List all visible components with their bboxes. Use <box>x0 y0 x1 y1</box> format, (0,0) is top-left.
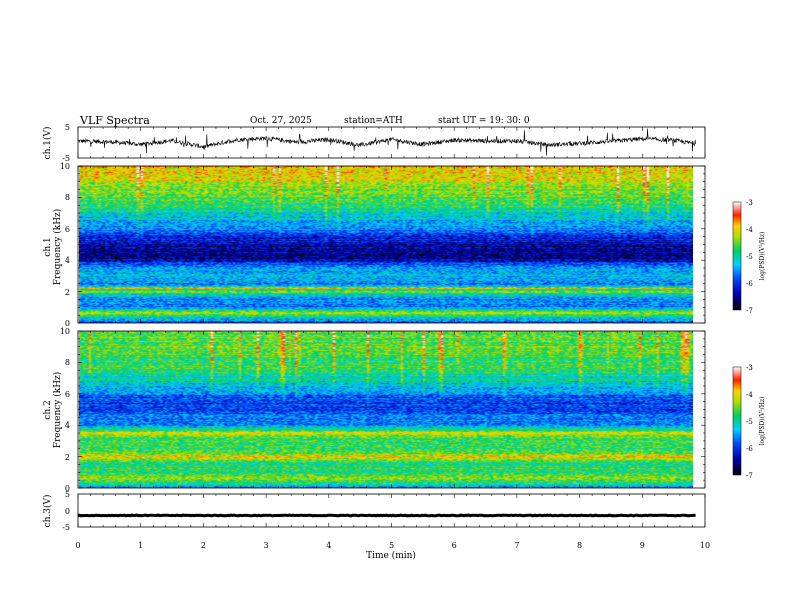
ch2-ytick-4: 4 <box>65 421 70 430</box>
x-tick-label-4: 4 <box>326 541 331 550</box>
ch1-ytick-10: 10 <box>60 162 70 171</box>
ch1-spectrogram-image <box>79 166 693 323</box>
x-tick-label-1: 1 <box>138 541 143 550</box>
ch2-ytick-10: 10 <box>60 327 70 336</box>
ch1-ytick-4: 4 <box>65 256 70 265</box>
ch2-cb-tick--3: -3 <box>746 364 753 372</box>
x-tick-label-9: 9 <box>640 541 645 550</box>
ch1-cb-tick--6: -6 <box>746 280 753 288</box>
ch2-spectrogram-image <box>79 331 693 488</box>
ch1-cb-tick--4: -4 <box>746 226 753 234</box>
ch1-cb-tick--5: -5 <box>746 253 753 261</box>
ch2-cb-tick--6: -6 <box>746 445 753 453</box>
x-tick-label-8: 8 <box>577 541 582 550</box>
ch1-cb-tick--3: -3 <box>746 199 753 207</box>
ch3-tick-mid: 0 <box>65 507 70 516</box>
ch1-cb-label: log(PSD)(V²/Hz) <box>759 232 766 281</box>
ch1-cb-tick--7: -7 <box>746 307 753 315</box>
chart-title: VLF Spectra <box>80 114 150 127</box>
ch1-waveform-frame <box>77 126 706 159</box>
ch2-ytick-2: 2 <box>65 453 70 462</box>
ch2-cb-tick--7: -7 <box>746 472 753 480</box>
ch2-freq-label: Frequency (kHz) <box>52 372 63 449</box>
ch3-waveform-panel: 5 0 -5 ch.3(V) <box>42 490 706 532</box>
ch1-ylabel: ch.1(V) <box>42 127 53 160</box>
x-axis-label: Time (min) <box>366 550 416 561</box>
x-tick-label-5: 5 <box>389 541 394 550</box>
ch3-waveform-frame <box>77 493 706 528</box>
ch3-waveform-trace <box>77 513 696 518</box>
ch1-ytick-6: 6 <box>65 225 70 234</box>
x-axis: Time (min) 0 1 2 3 4 5 6 7 8 9 10 <box>75 541 710 561</box>
x-tick-label-2: 2 <box>201 541 206 550</box>
ch2-cb-label: log(PSD)(V²/Hz) <box>759 397 766 446</box>
ch2-ytick-8: 8 <box>65 358 70 367</box>
station-label: station=ATH <box>344 116 403 126</box>
ch1-ytick-0: 0 <box>65 319 70 328</box>
ch1-channel-label: ch.1 <box>43 237 53 256</box>
ch1-waveform-panel: 5 -5 ch.1(V) <box>42 123 706 163</box>
ch1-spectrogram-panel: 0 2 4 6 8 10 ch.1 Frequency (kHz) <box>43 162 706 328</box>
date-label: Oct. 27, 2025 <box>250 116 312 126</box>
axis-ticks <box>77 127 706 527</box>
ch2-colorbar: -3 -4 -5 -6 -7 log(PSD)(V²/Hz) <box>732 364 766 480</box>
x-tick-label-0: 0 <box>75 541 80 550</box>
ch1-tick-bottom: -5 <box>62 154 70 163</box>
start-time-label: start UT = 19: 30: 0 <box>438 116 530 126</box>
ch2-spectrogram-panel: 0 2 4 6 8 10 ch.2 Frequency (kHz) <box>43 327 706 493</box>
ch2-ytick-6: 6 <box>65 390 70 399</box>
ch1-waveform-trace <box>77 128 696 156</box>
x-tick-label-7: 7 <box>514 541 519 550</box>
ch3-ylabel: ch.3(V) <box>42 495 53 528</box>
ch3-tick-bottom: -5 <box>62 523 70 532</box>
ch1-tick-top: 5 <box>65 123 70 132</box>
ch1-ytick-2: 2 <box>65 288 70 297</box>
ch2-colorbar-scale <box>732 366 742 476</box>
ch1-freq-label: Frequency (kHz) <box>52 209 63 286</box>
x-tick-label-6: 6 <box>452 541 457 550</box>
ch2-cb-tick--5: -5 <box>746 418 753 426</box>
ch2-channel-label: ch.2 <box>43 400 53 419</box>
x-tick-label-10: 10 <box>700 541 710 550</box>
ch1-ytick-8: 8 <box>65 193 70 202</box>
ch2-cb-tick--4: -4 <box>746 391 753 399</box>
ch3-tick-top: 5 <box>65 490 70 499</box>
ch1-colorbar-scale <box>732 201 742 311</box>
ch1-colorbar: -3 -4 -5 -6 -7 log(PSD)(V²/Hz) <box>732 199 766 315</box>
ch2-ytick-0: 0 <box>65 484 70 493</box>
x-tick-label-3: 3 <box>264 541 269 550</box>
